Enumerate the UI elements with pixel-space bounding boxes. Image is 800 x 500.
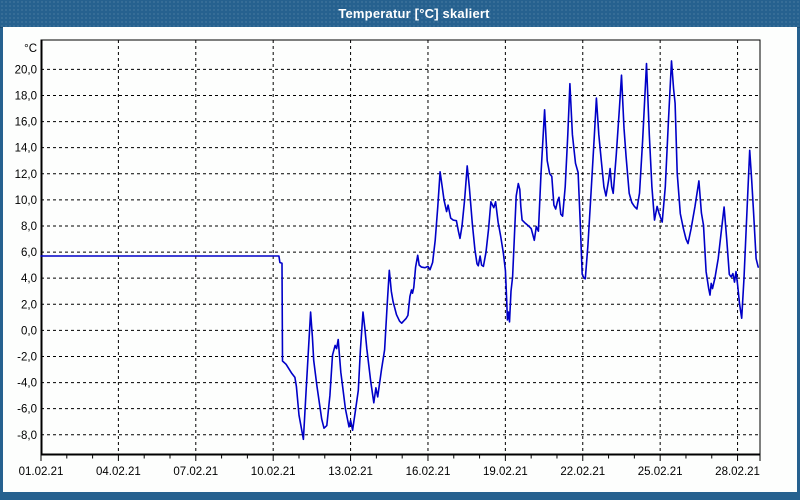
temperature-curve [40,60,760,441]
y-tick-label: -2,0 [17,351,37,363]
plot-border [40,39,761,456]
x-tick-label: 07.02.21 [173,466,218,478]
x-tick-label: 22.02.21 [560,466,605,478]
titlebar: Temperatur [°C] skaliert [0,0,800,28]
page-title: Temperatur [°C] skaliert [338,6,490,21]
chart-svg: 01.02.21 04.02.21 07.02.21 10.02.21 13.02.21… [15,39,761,478]
y-tick-label: 4,0 [21,273,37,285]
y-tick-label: 16,0 [15,117,37,129]
chart-surface: 01.02.21 04.02.21 07.02.21 10.02.21 13.02.21… [3,27,797,492]
x-tick-label: 01.02.21 [19,466,64,478]
y-tick-label: 20,0 [15,64,37,76]
y-tick-label: 14,0 [15,143,37,155]
y-tick-label: 6,0 [21,247,37,259]
y-tick-label: -8,0 [17,430,37,442]
y-tick-label: -4,0 [17,378,37,390]
y-tick-label: 8,0 [21,221,37,233]
x-tick-label: 28.02.21 [715,466,760,478]
y-tick-label: 2,0 [21,299,37,311]
x-tick-label: 16.02.21 [406,466,451,478]
y-tick-label: 10,0 [15,195,37,207]
x-tick-label: 04.02.21 [96,466,141,478]
y-tick-label: 0,0 [21,325,37,337]
x-tick-label: 19.02.21 [483,466,528,478]
x-tick-label: 13.02.21 [328,466,373,478]
x-tick-label: 10.02.21 [251,466,296,478]
x-tick-label: 25.02.21 [638,466,683,478]
y-tick-label: -6,0 [17,404,37,416]
y-tick-label: 18,0 [15,90,37,102]
y-tick-label: 12,0 [15,169,37,181]
y-axis-unit-label: °C [24,43,37,55]
